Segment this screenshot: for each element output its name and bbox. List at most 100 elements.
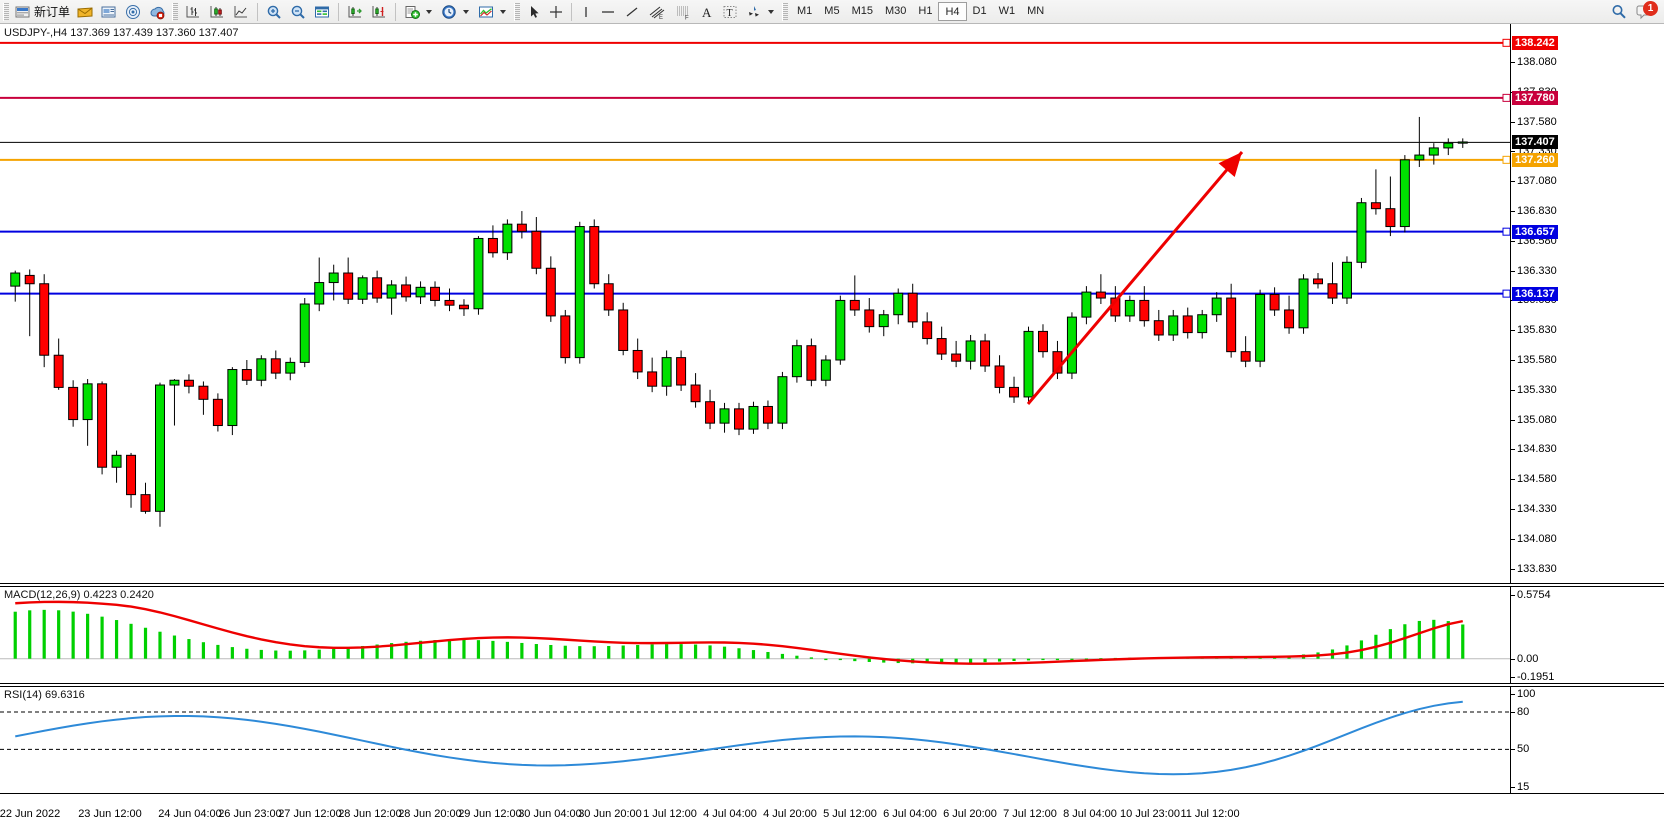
symbol-info-label: USDJPY-,H4 137.369 137.439 137.360 137.4… bbox=[4, 27, 239, 39]
data-window-button[interactable] bbox=[310, 1, 334, 23]
signal-button[interactable] bbox=[121, 1, 145, 23]
text-tool-button[interactable]: A bbox=[696, 1, 718, 23]
macd-label: MACD(12,26,9) 0.4223 0.2420 bbox=[4, 589, 154, 601]
notification-count-badge: 1 bbox=[1643, 0, 1658, 16]
horizontal-line-icon bbox=[602, 10, 615, 13]
envelope-button[interactable] bbox=[73, 1, 97, 23]
price-level-label[interactable]: 137.260 bbox=[1512, 152, 1558, 167]
price-tick: 134.080 bbox=[1511, 532, 1557, 545]
toolbar-separator bbox=[257, 2, 259, 21]
macd-scale: 0.5754 0.00 -0.1951 bbox=[1510, 587, 1664, 683]
line-chart-icon bbox=[234, 5, 248, 17]
price-tick: 136.330 bbox=[1511, 264, 1557, 277]
time-axis-label: 29 Jun 12:00 bbox=[458, 808, 522, 820]
period-button[interactable] bbox=[437, 1, 474, 23]
toolbar-grip-4[interactable] bbox=[782, 2, 789, 21]
price-tick: 134.830 bbox=[1511, 443, 1557, 456]
chart-shift-icon bbox=[372, 5, 386, 17]
rsi-svg bbox=[0, 700, 1510, 776]
auto-scroll-icon bbox=[348, 5, 362, 17]
equidistant-channel-button[interactable]: E bbox=[644, 1, 670, 23]
fibonacci-icon: F bbox=[677, 6, 690, 20]
price-tick: 135.830 bbox=[1511, 324, 1557, 337]
search-icon[interactable] bbox=[1610, 3, 1628, 21]
toolbar-grip-3[interactable] bbox=[514, 2, 521, 21]
chart-area[interactable]: USDJPY-,H4 137.369 137.439 137.360 137.4… bbox=[0, 24, 1664, 832]
time-axis-label: 6 Jul 20:00 bbox=[943, 808, 997, 820]
rsi-tick: 80 bbox=[1510, 705, 1530, 718]
price-pane[interactable]: USDJPY-,H4 137.369 137.439 137.360 137.4… bbox=[0, 24, 1664, 584]
macd-svg bbox=[0, 600, 1510, 665]
notifications-button[interactable]: 1 bbox=[1636, 0, 1658, 22]
chevron-down-icon-4[interactable] bbox=[768, 9, 775, 14]
price-level-label[interactable]: 136.137 bbox=[1512, 286, 1558, 301]
timeframe-h4[interactable]: H4 bbox=[938, 2, 967, 21]
clock-icon bbox=[442, 4, 456, 19]
arrows-tool-button[interactable] bbox=[742, 1, 779, 23]
price-level-label[interactable]: 136.657 bbox=[1512, 224, 1558, 239]
fibonacci-tool-button[interactable]: F bbox=[670, 1, 696, 23]
candlestick-chart-button[interactable] bbox=[205, 1, 229, 23]
vertical-line-tool-button[interactable] bbox=[576, 1, 596, 23]
toolbar-grip[interactable] bbox=[3, 2, 9, 21]
toolbar-right-group: 1 bbox=[1610, 0, 1664, 22]
price-level-label[interactable]: 138.242 bbox=[1512, 35, 1558, 50]
time-axis-label: 4 Jul 20:00 bbox=[763, 808, 817, 820]
templates-button[interactable] bbox=[474, 1, 511, 23]
crosshair-tool-button[interactable] bbox=[545, 1, 567, 23]
add-indicator-button[interactable] bbox=[400, 1, 437, 23]
timeframe-m5[interactable]: M5 bbox=[824, 5, 840, 17]
bar-chart-button[interactable] bbox=[181, 1, 205, 23]
chevron-down-icon[interactable] bbox=[426, 9, 433, 14]
price-tick: 134.330 bbox=[1511, 502, 1557, 515]
price-tick: 135.580 bbox=[1511, 354, 1557, 366]
line-chart-button[interactable] bbox=[229, 1, 253, 23]
chevron-down-icon-2[interactable] bbox=[463, 9, 470, 14]
svg-text:T: T bbox=[727, 8, 733, 19]
price-level-label[interactable]: 137.407 bbox=[1512, 135, 1558, 150]
timeframe-h1[interactable]: H1 bbox=[918, 5, 933, 17]
time-axis-label: 24 Jun 04:00 bbox=[158, 808, 222, 820]
new-order-button[interactable]: 新订单 bbox=[12, 1, 73, 23]
timeframe-m1[interactable]: M1 bbox=[797, 5, 813, 17]
rsi-tick: 100 bbox=[1510, 688, 1536, 700]
macd-pane[interactable]: MACD(12,26,9) 0.4223 0.2420 0.5754 0.00 -0… bbox=[0, 586, 1664, 684]
auto-trading-button[interactable] bbox=[145, 1, 169, 23]
time-axis-label: 26 Jun 23:00 bbox=[218, 808, 282, 820]
auto-scroll-button[interactable] bbox=[343, 1, 367, 23]
time-axis-label: 23 Jun 12:00 bbox=[78, 808, 142, 820]
horizontal-line-tool-button[interactable] bbox=[596, 1, 620, 23]
template-icon bbox=[479, 6, 494, 17]
price-scale[interactable]: 138.080137.830137.580137.330137.080136.8… bbox=[1510, 24, 1664, 583]
rsi-pane[interactable]: RSI(14) 69.6316 100 80 50 15 bbox=[0, 686, 1664, 794]
timeframe-mn[interactable]: MN bbox=[1027, 5, 1045, 17]
vertical-line-icon bbox=[585, 6, 587, 17]
toolbar-grip-2[interactable] bbox=[172, 2, 179, 21]
timeframe-m30[interactable]: M30 bbox=[884, 5, 907, 17]
price-plot[interactable]: USDJPY-,H4 137.369 137.439 137.360 137.4… bbox=[0, 24, 1510, 583]
time-axis-label: 1 Jul 12:00 bbox=[643, 808, 697, 820]
zoom-out-icon bbox=[291, 5, 305, 19]
macd-tick: 0.5754 bbox=[1511, 589, 1551, 601]
chevron-down-icon-3[interactable] bbox=[500, 9, 507, 14]
trendline-tool-button[interactable] bbox=[620, 1, 644, 23]
news-button[interactable] bbox=[97, 1, 121, 23]
timeframe-d1[interactable]: D1 bbox=[972, 5, 987, 17]
chart-shift-button[interactable] bbox=[367, 1, 391, 23]
timeframe-w1[interactable]: W1 bbox=[998, 5, 1016, 17]
add-indicator-icon bbox=[405, 5, 421, 19]
time-axis-label: 22 Jun 2022 bbox=[0, 808, 61, 820]
rsi-plot[interactable]: RSI(14) 69.6316 bbox=[0, 687, 1510, 793]
cursor-tool-button[interactable] bbox=[523, 1, 545, 23]
auto-trading-icon bbox=[150, 6, 165, 19]
macd-plot[interactable]: MACD(12,26,9) 0.4223 0.2420 bbox=[0, 587, 1510, 683]
svg-text:F: F bbox=[685, 15, 689, 20]
text-label-tool-button[interactable]: T bbox=[718, 1, 742, 23]
bar-chart-icon bbox=[186, 5, 200, 17]
time-axis-label: 28 Jun 20:00 bbox=[398, 808, 462, 820]
svg-text:E: E bbox=[659, 15, 663, 20]
zoom-in-button[interactable] bbox=[262, 1, 286, 23]
timeframe-m15[interactable]: M15 bbox=[851, 5, 873, 17]
price-level-label[interactable]: 137.780 bbox=[1512, 90, 1558, 105]
zoom-out-button[interactable] bbox=[286, 1, 310, 23]
